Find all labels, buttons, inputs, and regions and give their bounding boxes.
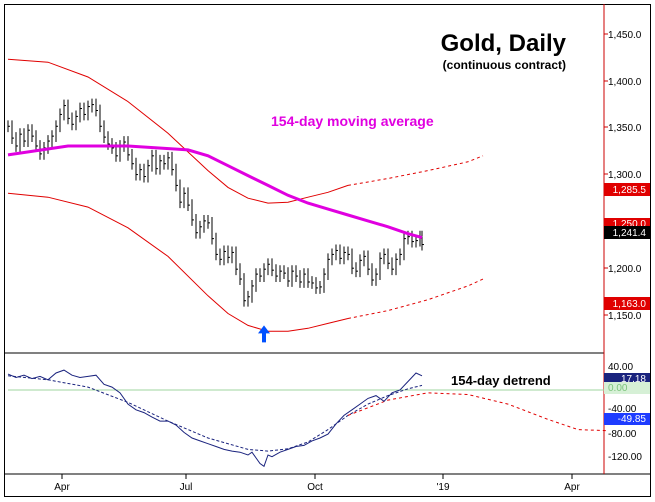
y-tick-1300: 1,300.0 (608, 170, 642, 181)
price-label-box-1241 (604, 226, 650, 239)
price-label-1285: 1,285.5 (613, 185, 647, 196)
y-tick-1450: 1,450.0 (608, 30, 642, 41)
detrend-label-17: 17.18 (621, 374, 646, 385)
price-label-1241: 1,241.4 (613, 228, 647, 239)
moving-average-line (7, 144, 423, 240)
detrend-label-box-0 (604, 382, 650, 394)
detrend-cycle-line (7, 375, 423, 452)
detrend-cycle-projection-line (347, 392, 609, 432)
y-tick-1200: 1,200.0 (608, 264, 642, 275)
price-label-box-1285 (604, 183, 650, 196)
price-label-box-1163 (604, 297, 650, 310)
detrend-tick-neg120: -120.00 (608, 452, 642, 463)
detrend-tick-40: 40.00 (608, 362, 633, 373)
moving-average-annotation: 154-day moving average (271, 113, 434, 129)
detrend-tick-neg40: -40.00 (608, 404, 637, 415)
chart-frame (4, 4, 651, 497)
lower-band-line (7, 192, 349, 332)
detrend-label-neg49: -49.85 (618, 414, 647, 425)
detrend-panel-marks (7, 369, 609, 468)
y-tick-1350: 1,350.0 (608, 123, 642, 134)
detrend-label-0: 0.00 (608, 383, 628, 394)
y-tick-1150: 1,150.0 (608, 311, 642, 322)
x-tick-label-19: '19 (436, 482, 449, 493)
chart-subtitle: (continuous contract) (443, 58, 566, 72)
upper-band-projection-line (347, 155, 484, 186)
x-tick-label-apr: Apr (54, 482, 70, 493)
x-tick-label-oct: Oct (307, 482, 323, 493)
upper-band-line (7, 58, 349, 204)
x-tick-label-jul: Jul (180, 482, 193, 493)
price-label-1250: 1,250.0 (613, 219, 647, 230)
price-label-1163: 1,163.0 (613, 299, 647, 310)
detrend-label-box-neg49 (604, 413, 650, 425)
chart-title: Gold, Daily (441, 30, 567, 57)
y-tick-1400: 1,400.0 (608, 77, 642, 88)
lower-band-projection-line (347, 278, 484, 319)
detrend-tick-neg80: -80.00 (608, 429, 637, 440)
low-arrow-marker (258, 325, 270, 343)
price-panel-marks (7, 58, 484, 343)
detrend-annotation: 154-day detrend (451, 373, 551, 388)
x-tick-label-apr-2: Apr (564, 482, 580, 493)
detrend-oscillator-line (7, 369, 423, 468)
